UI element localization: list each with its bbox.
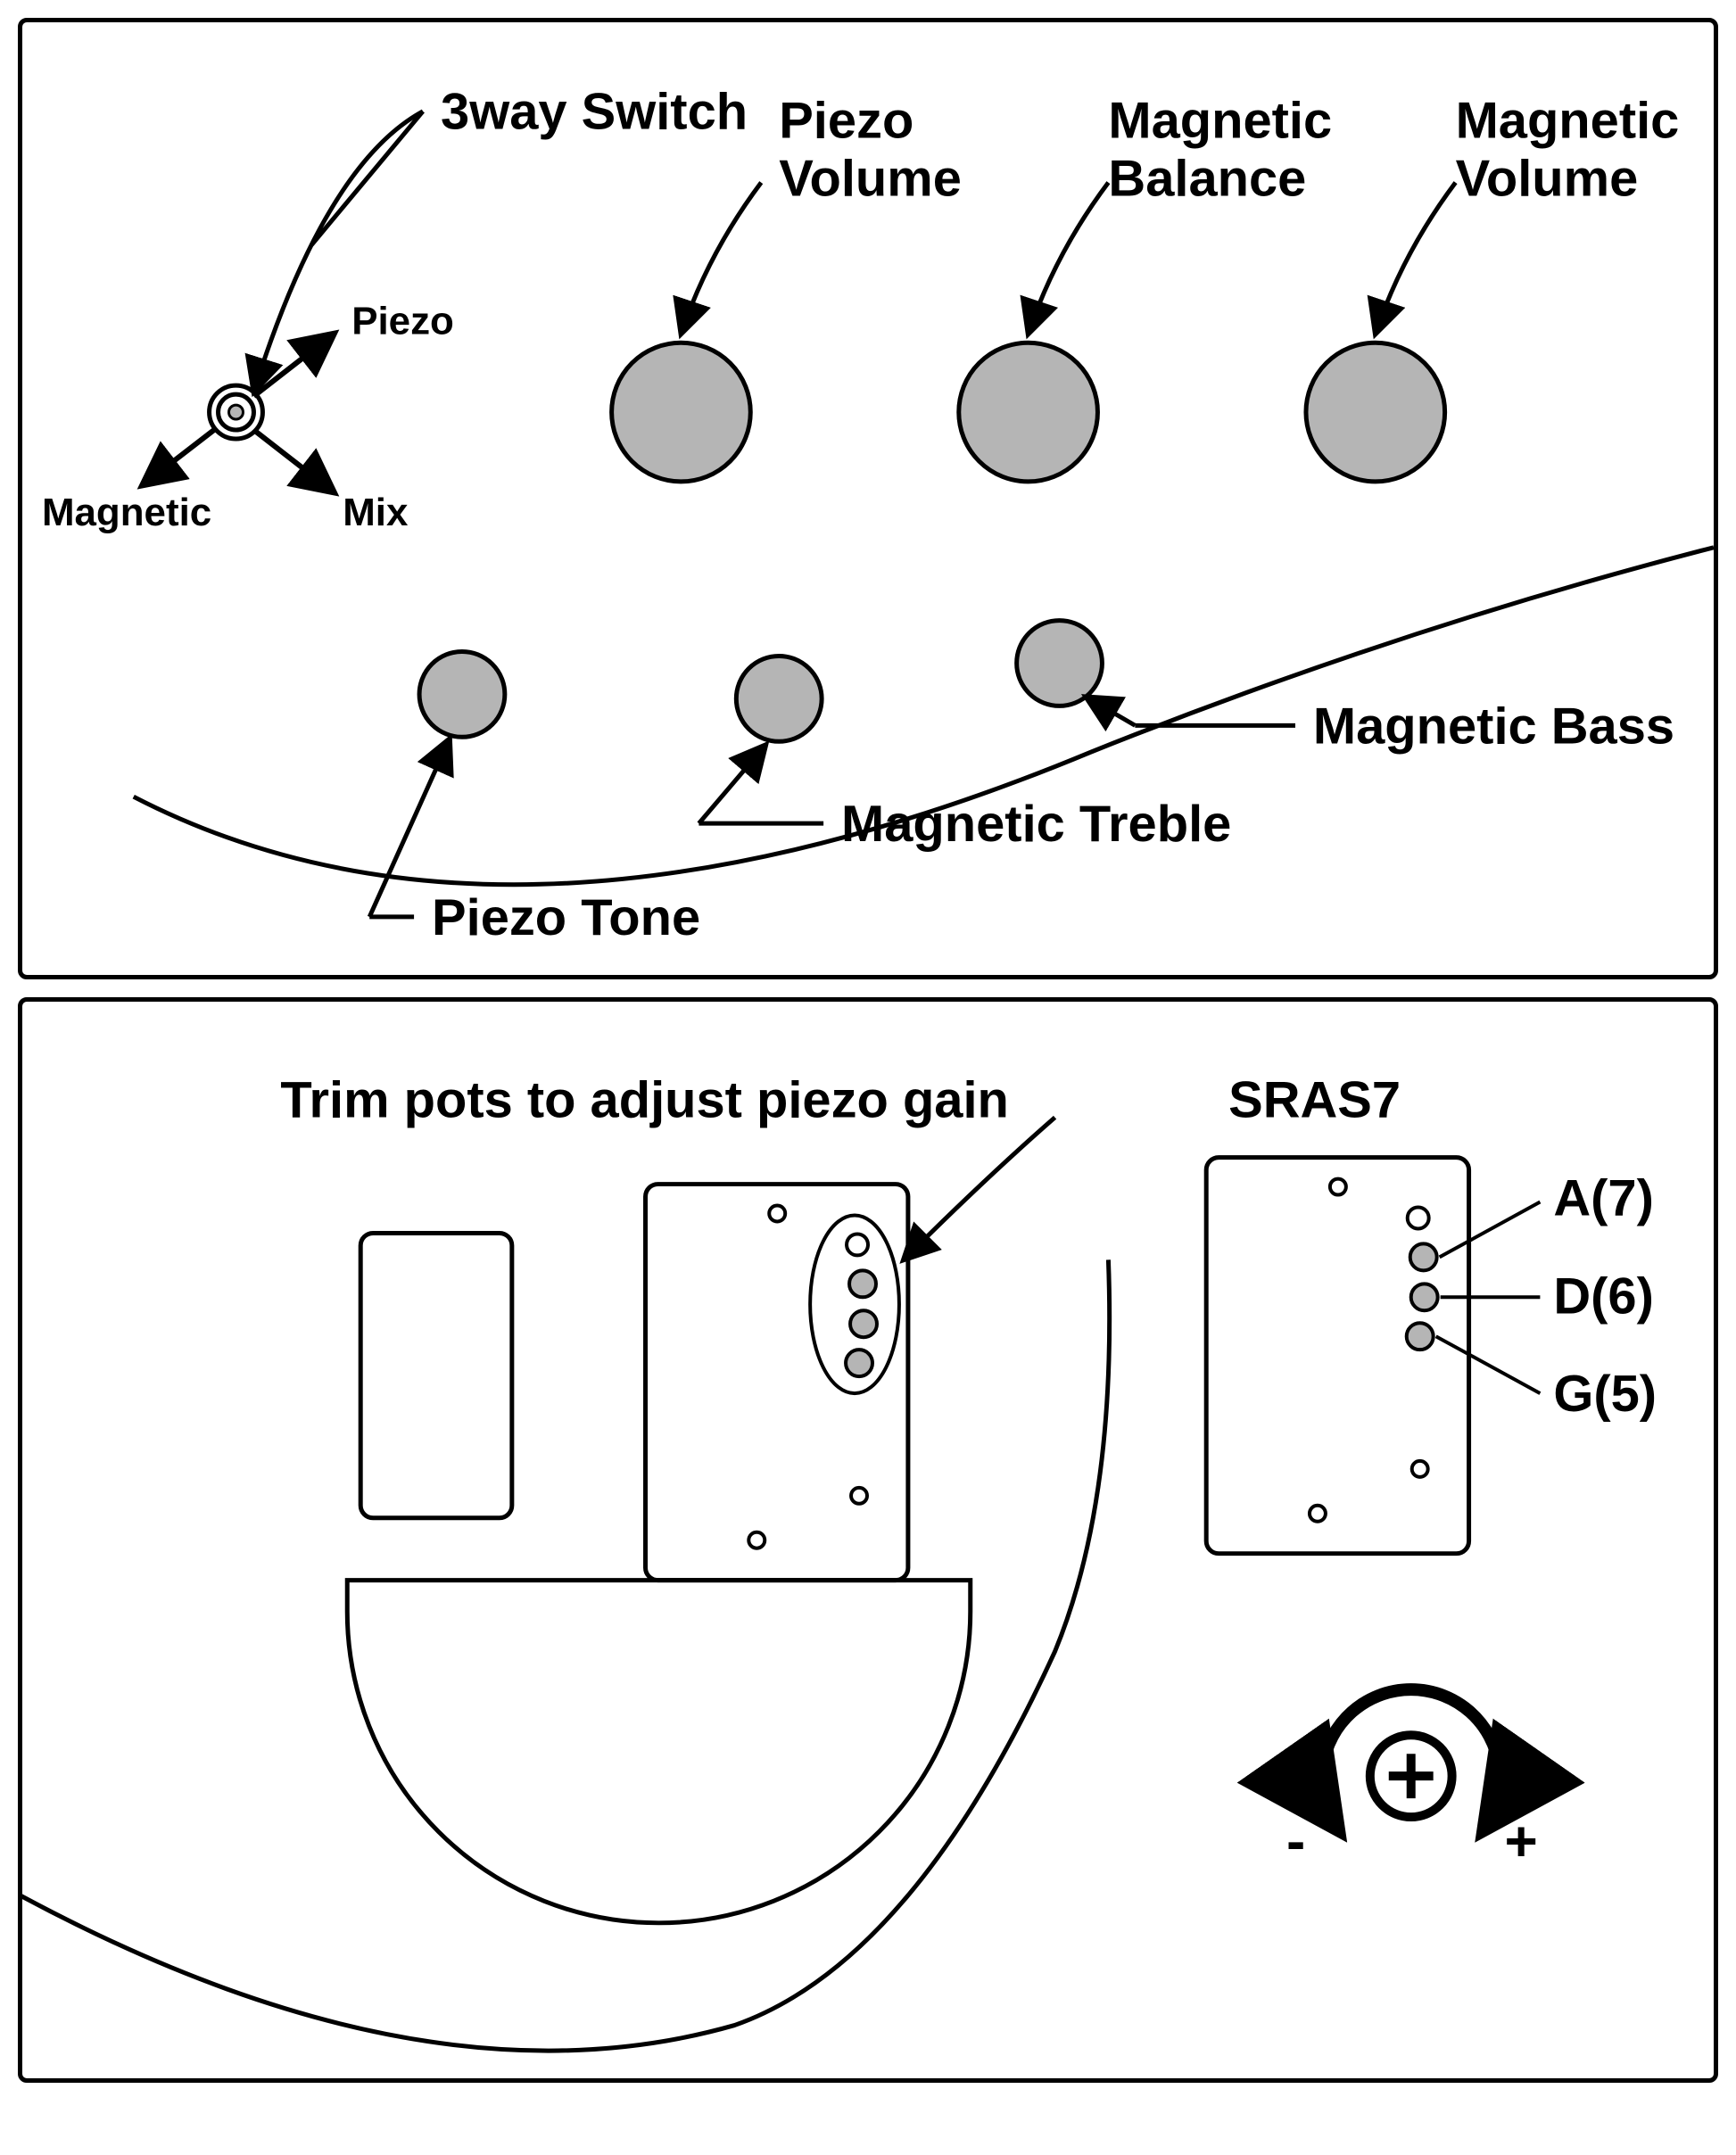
knob-magnetic-treble: Magnetic Treble — [699, 656, 1231, 853]
battery-box — [360, 1233, 512, 1517]
rotation-indicator: - + — [1286, 1689, 1538, 1873]
label-magnetic-treble: Magnetic Treble — [841, 796, 1231, 853]
switch-pos-mix: Mix — [343, 491, 409, 534]
label-a7: A(7) — [1553, 1169, 1654, 1226]
sras7-board: SRAS7 A(7) D(6) G(5) — [1206, 1071, 1657, 1553]
label-magnetic-bass: Magnetic Bass — [1313, 698, 1674, 755]
sras7-title: SRAS7 — [1228, 1071, 1401, 1128]
svg-text:Volume: Volume — [779, 151, 962, 208]
trim-panel: Trim pots to adjust piezo gain SRAS7 — [18, 997, 1718, 2083]
knob-piezo-tone: Piezo Tone — [369, 652, 700, 946]
knob-magnetic-bass: Magnetic Bass — [1017, 621, 1674, 755]
body-curve-2 — [22, 1259, 1110, 2051]
svg-text:Magnetic: Magnetic — [1108, 93, 1332, 150]
trim-title: Trim pots to adjust piezo gain — [280, 1071, 1009, 1128]
label-g5: G(5) — [1553, 1366, 1657, 1423]
trim-diagram: Trim pots to adjust piezo gain SRAS7 — [22, 1002, 1714, 2078]
label-d6: D(6) — [1553, 1267, 1654, 1325]
knob-magnetic-balance: Magnetic Balance — [959, 93, 1332, 482]
three-way-switch: Piezo Mix Magnetic — [42, 299, 454, 534]
preamp-board — [646, 1117, 1055, 1580]
switch-pos-magnetic: Magnetic — [42, 491, 211, 534]
controls-panel: Piezo Mix Magnetic 3way Switch Piezo Vol… — [18, 18, 1718, 979]
svg-text:Balance: Balance — [1108, 151, 1306, 208]
plus-label: + — [1504, 1809, 1537, 1873]
knob-magnetic-volume: Magnetic Volume — [1306, 93, 1679, 482]
label-piezo-tone: Piezo Tone — [432, 889, 700, 946]
cavity-outline — [347, 1580, 971, 1922]
knob-piezo-volume: Piezo Volume — [612, 93, 962, 482]
controls-diagram: Piezo Mix Magnetic 3way Switch Piezo Vol… — [22, 22, 1714, 975]
minus-label: - — [1286, 1809, 1305, 1873]
svg-text:Volume: Volume — [1456, 151, 1639, 208]
switch-title: 3way Switch — [441, 84, 748, 141]
switch-pos-piezo: Piezo — [351, 299, 454, 343]
svg-text:Piezo: Piezo — [779, 93, 913, 150]
svg-text:Magnetic: Magnetic — [1456, 93, 1680, 150]
